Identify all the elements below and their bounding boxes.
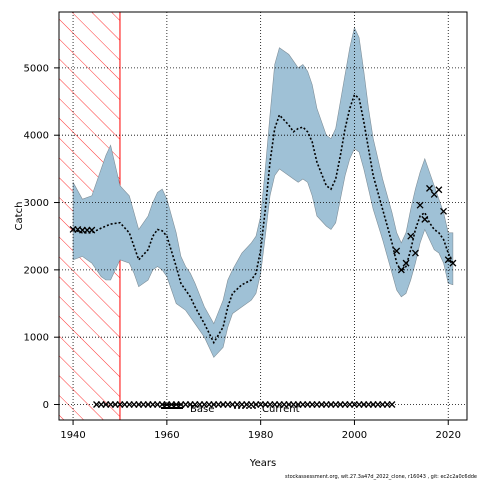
legend-label-current: Current: [262, 404, 300, 415]
observation-point: [411, 249, 419, 257]
observation-markers: [69, 184, 457, 408]
observation-point: [440, 207, 448, 215]
x-tick-label: 1940: [60, 430, 85, 441]
observation-point: [88, 226, 96, 234]
footer-caption: stockassessment.org, wit.27.3a47d_2022_c…: [285, 474, 477, 480]
x-tick-label: 2000: [342, 430, 367, 441]
plot-frame: [58, 11, 468, 421]
observation-point: [388, 401, 396, 408]
y-tick-label: 1000: [24, 333, 49, 344]
y-tick-label: 0: [43, 400, 49, 411]
confidence-band: [72, 26, 454, 358]
observation-point: [393, 247, 401, 255]
y-tick-label: 5000: [24, 63, 49, 74]
observation-point: [407, 232, 415, 240]
legend: Base Current: [161, 404, 300, 415]
observation-point: [397, 266, 405, 274]
y-tick-label: 2000: [24, 265, 49, 276]
observation-point: [435, 186, 443, 194]
observation-point: [416, 201, 424, 209]
axes: 1940 1960 1980 2000 2020 0 1000 2000 3000 4000 500…: [24, 11, 468, 441]
x-axis-title: Years: [249, 458, 276, 469]
x-tick-label: 2020: [436, 430, 461, 441]
gridlines: [59, 12, 467, 420]
observation-point: [402, 259, 410, 267]
uncertainty-band: [72, 26, 454, 358]
x-tick-label: 1960: [154, 430, 179, 441]
y-axis-title: Catch: [14, 202, 25, 231]
series-line-current: [72, 93, 454, 345]
observation-point: [444, 256, 452, 264]
legend-label-base: Base: [190, 404, 214, 415]
x-tick-label: 1980: [248, 430, 273, 441]
y-tick-label: 4000: [24, 131, 49, 142]
y-tick-label: 3000: [24, 198, 49, 209]
observation-point: [449, 259, 457, 267]
observation-point: [421, 215, 429, 223]
observation-point: [426, 184, 433, 192]
